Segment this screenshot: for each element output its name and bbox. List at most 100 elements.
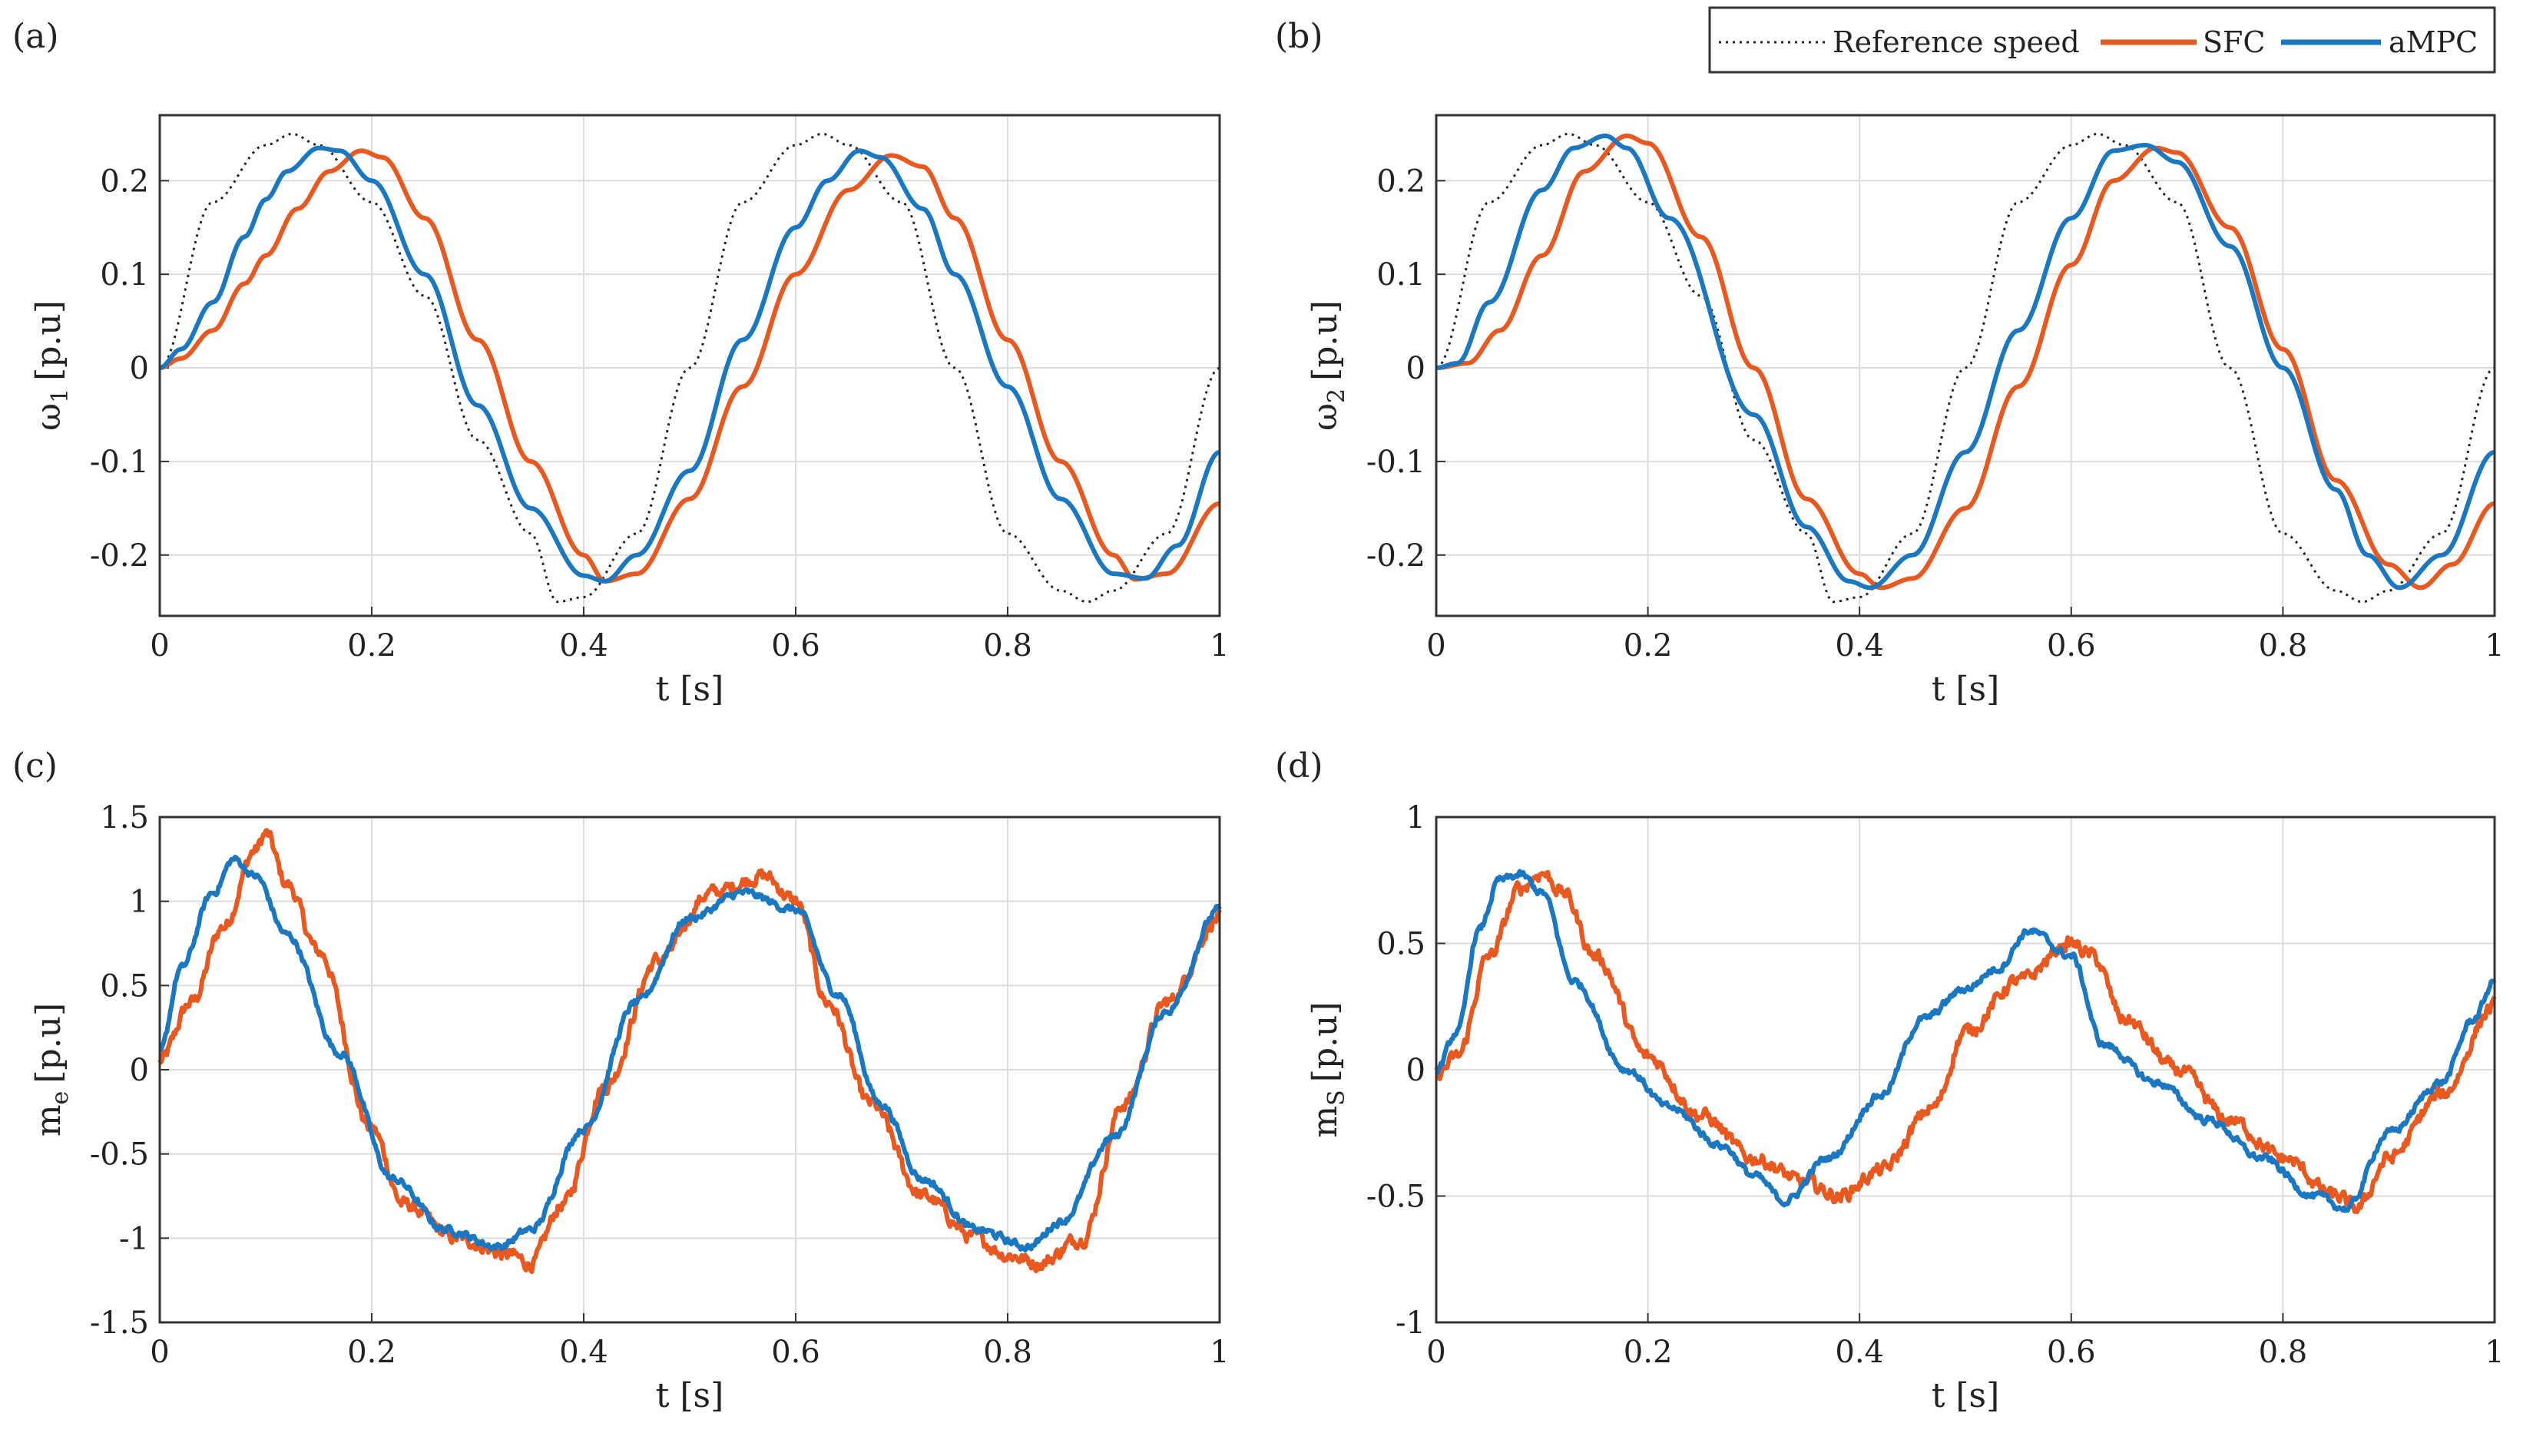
x-tick-label: 0.4: [559, 1335, 608, 1370]
y-label-symbol: m: [29, 1104, 68, 1137]
y-tick-label: 0.2: [1376, 164, 1425, 199]
y-axis-label-c: me [p.u]: [29, 1003, 74, 1137]
y-tick-label: -1.5: [90, 1305, 149, 1341]
x-ticks-c: 0 0.2 0.4 0.6 0.8 1: [150, 1335, 1229, 1370]
legend-sfc-label: SFC: [2203, 25, 2265, 59]
legend-ref-label: Reference speed: [1833, 25, 2080, 59]
x-axis-label-c: t [s]: [656, 1376, 724, 1415]
x-tick-label: 0: [150, 1335, 169, 1370]
x-tick-label: 0.4: [1835, 628, 1884, 663]
y-tick-label: 0: [130, 351, 149, 386]
y-axis-label-b: ω2 [p.u]: [1306, 300, 1350, 431]
y-tick-label: 1: [130, 885, 149, 920]
x-tick-label: 0: [1426, 1335, 1445, 1370]
x-tick-label: 1: [2485, 628, 2504, 663]
y-tick-label: -0.1: [90, 445, 149, 480]
axes-frame-c: [158, 816, 1221, 1324]
panel-label-b: (b): [1275, 17, 1323, 56]
series-d: [1434, 869, 2497, 1215]
y-tick-label: -1: [1396, 1305, 1425, 1341]
series-c: [157, 828, 1222, 1275]
x-tick-label: 0.6: [771, 1335, 820, 1370]
y-label-subscript: 1: [47, 389, 74, 403]
legend: Reference speed SFC aMPC: [1708, 6, 2496, 74]
sfc-series-line: [159, 148, 1220, 584]
x-tick-label: 0: [1426, 628, 1445, 663]
x-tick-label: 1: [2485, 1335, 2504, 1370]
y-label-symbol: ω: [29, 403, 68, 431]
sfc-series-line: [1435, 133, 2495, 591]
y-label-subscript: e: [47, 1091, 74, 1105]
y-label-symbol: m: [1306, 1106, 1345, 1138]
ampc-series-line: [1435, 133, 2495, 591]
grid-a: [159, 115, 1220, 616]
y-tick-label: -0.5: [1366, 1180, 1425, 1215]
y-tick-label: 0.1: [100, 257, 149, 293]
x-tick-label: 0.2: [347, 628, 396, 663]
y-tick-label: -1: [119, 1221, 149, 1256]
ampc-series-line: [159, 145, 1220, 584]
y-tick-label: -0.2: [90, 538, 149, 574]
y-tick-label: 1: [1406, 800, 1425, 836]
x-tick-label: 0.8: [2259, 1335, 2308, 1370]
series-b: [1435, 132, 2495, 604]
x-tick-label: 0.2: [347, 1335, 396, 1370]
panel-label-c: (c): [12, 746, 58, 786]
legend-ampc-label: aMPC: [2389, 25, 2478, 59]
y-label-unit: [p.u]: [29, 1003, 68, 1084]
axes-frame-b: [1435, 114, 2496, 617]
x-tick-label: 0.8: [983, 628, 1032, 663]
y-tick-label: 0.2: [100, 164, 149, 199]
x-tick-label: 0.8: [2259, 628, 2308, 663]
panel-d: (d) 0 0.2 0.4 0.6 0.8 1 -1 -0.5 0 0.5 1 …: [1275, 746, 2505, 1415]
y-axis-label-d: mS [p.u]: [1306, 1001, 1350, 1137]
y-tick-label: -0.5: [90, 1137, 149, 1173]
x-tick-label: 0: [150, 628, 169, 663]
x-tick-label: 0.6: [2047, 628, 2096, 663]
panel-c: (c) 0 0.2 0.4 0.6 0.8 1 -1.5 -1 -0.5 0 0…: [12, 746, 1230, 1415]
y-label-unit: [p.u]: [1306, 300, 1345, 381]
y-label-unit: [p.u]: [1306, 1001, 1345, 1082]
x-ticks-d: 0 0.2 0.4 0.6 0.8 1: [1426, 1335, 2504, 1370]
panel-a: (a) 0 0.2 0.4 0.6 0.8 1 -0.2 -0.1 0 0.1 …: [12, 17, 1230, 709]
reference-speed-series-line: [159, 132, 1220, 604]
x-tick-label: 0.8: [983, 1335, 1032, 1370]
ampc-series-line: [158, 855, 1222, 1253]
y-ticks-d: -1 -0.5 0 0.5 1: [1366, 800, 1425, 1341]
reference-speed-series-line: [1435, 132, 2495, 604]
x-tick-label: 0.2: [1624, 628, 1673, 663]
y-ticks-b: -0.2 -0.1 0 0.1 0.2: [1366, 164, 1425, 573]
grid-c: [159, 816, 1220, 1323]
y-tick-label: 0: [1406, 351, 1425, 386]
y-label-subscript: S: [1323, 1090, 1350, 1106]
x-ticks-b: 0 0.2 0.4 0.6 0.8 1: [1426, 628, 2504, 663]
grid-b: [1435, 115, 2495, 616]
sfc-series-line: [157, 828, 1222, 1275]
x-tick-label: 0.6: [771, 628, 820, 663]
y-tick-label: -0.2: [1366, 538, 1425, 574]
x-axis-label-d: t [s]: [1932, 1376, 2000, 1415]
x-tick-label: 0.6: [2047, 1335, 2096, 1370]
axes-frame-d: [1435, 816, 2496, 1324]
panel-b: (b) 0 0.2 0.4 0.6 0.8 1 -0.2 -0.1 0 0.1 …: [1275, 17, 2505, 709]
grid-d: [1435, 816, 2495, 1323]
x-tick-label: 0.2: [1624, 1335, 1673, 1370]
sfc-series-line: [1434, 869, 2497, 1215]
ampc-series-line: [1435, 869, 2497, 1213]
x-ticks-a: 0 0.2 0.4 0.6 0.8 1: [150, 628, 1229, 663]
y-ticks-c: -1.5 -1 -0.5 0 0.5 1 1.5: [90, 800, 149, 1341]
series-a: [159, 132, 1220, 604]
y-tick-label: 0.1: [1376, 257, 1425, 293]
y-tick-label: 0.5: [1376, 927, 1425, 962]
panel-label-d: (d): [1275, 746, 1323, 786]
x-axis-label-a: t [s]: [656, 670, 724, 709]
y-tick-label: 0.5: [100, 968, 149, 1004]
x-tick-label: 1: [1210, 628, 1229, 663]
x-tick-label: 1: [1210, 1335, 1229, 1370]
x-tick-label: 0.4: [1835, 1335, 1884, 1370]
y-ticks-a: -0.2 -0.1 0 0.1 0.2: [90, 164, 149, 573]
y-axis-label-a: ω1 [p.u]: [29, 300, 74, 431]
y-tick-label: -0.1: [1366, 445, 1425, 480]
y-tick-label: 1.5: [100, 800, 149, 836]
